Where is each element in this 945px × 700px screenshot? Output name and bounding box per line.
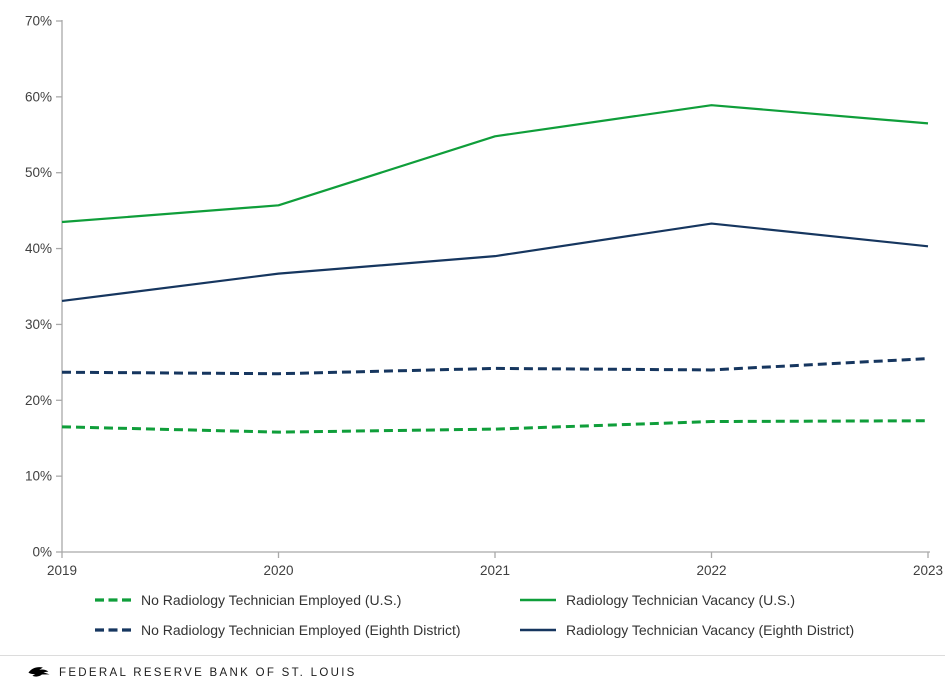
x-axis-tick-label: 2020 [263, 563, 293, 578]
x-axis-tick-label: 2023 [913, 563, 943, 578]
footer: FEDERAL RESERVE BANK OF ST. LOUIS [0, 655, 945, 680]
stl-fed-eagle-icon [28, 665, 50, 680]
legend-swatch-icon [520, 598, 556, 602]
chart-legend: No Radiology Technician Employed (U.S.) R… [95, 592, 854, 638]
y-axis-tick-label: 50% [25, 165, 52, 180]
y-axis-tick-label: 20% [25, 393, 52, 408]
legend-item-0: No Radiology Technician Employed (U.S.) [95, 592, 520, 608]
series-line-0 [61, 419, 929, 434]
y-axis-tick-label: 0% [32, 545, 52, 560]
x-axis-tick-label: 2019 [47, 563, 77, 578]
legend-label: Radiology Technician Vacancy (Eighth Dis… [566, 622, 855, 638]
legend-item-1: Radiology Technician Vacancy (U.S.) [520, 592, 854, 608]
legend-label: No Radiology Technician Employed (Eighth… [141, 622, 461, 638]
legend-swatch-icon [520, 628, 556, 632]
x-axis-tick-label: 2021 [480, 563, 510, 578]
y-axis-tick-label: 10% [25, 469, 52, 484]
series-line-1 [61, 104, 929, 224]
y-axis-tick-label: 70% [25, 14, 52, 29]
legend-item-3: Radiology Technician Vacancy (Eighth Dis… [520, 622, 854, 638]
y-axis-tick-label: 30% [25, 317, 52, 332]
footer-brand-text: FEDERAL RESERVE BANK OF ST. LOUIS [59, 666, 357, 679]
x-axis-tick-label: 2022 [696, 563, 726, 578]
y-axis-tick-label: 40% [25, 241, 52, 256]
legend-swatch-icon [95, 598, 131, 602]
legend-label: No Radiology Technician Employed (U.S.) [141, 592, 402, 608]
legend-label: Radiology Technician Vacancy (U.S.) [566, 592, 796, 608]
line-chart: 0% 10% 20% 30% 40% 50% 60% 70% 2019 2020 2021 2022 2… [25, 14, 943, 579]
series-line-3 [61, 222, 929, 303]
legend-swatch-icon [95, 628, 131, 632]
legend-item-2: No Radiology Technician Employed (Eighth… [95, 622, 520, 638]
series-line-2 [61, 357, 929, 376]
y-axis-tick-label: 60% [25, 89, 52, 104]
